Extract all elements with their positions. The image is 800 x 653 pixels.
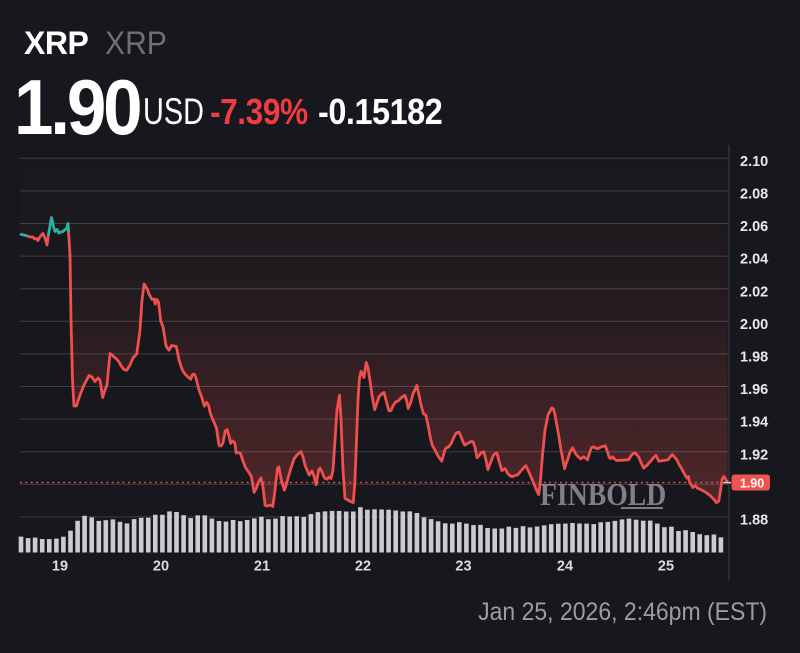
svg-text:2.00: 2.00 <box>740 317 768 333</box>
svg-text:22: 22 <box>355 559 371 575</box>
svg-text:1.90: 1.90 <box>740 476 764 490</box>
svg-text:2.06: 2.06 <box>740 219 768 235</box>
svg-text:25: 25 <box>658 559 674 575</box>
svg-text:20: 20 <box>153 559 169 575</box>
svg-text:1.92: 1.92 <box>740 447 768 463</box>
svg-text:2.08: 2.08 <box>740 187 768 203</box>
svg-text:1.96: 1.96 <box>740 382 768 398</box>
svg-text:1.88: 1.88 <box>740 513 768 529</box>
svg-text:23: 23 <box>455 559 471 575</box>
svg-text:19: 19 <box>52 559 68 575</box>
svg-text:2.04: 2.04 <box>740 252 768 268</box>
svg-text:1.98: 1.98 <box>740 350 768 366</box>
svg-text:1.94: 1.94 <box>740 415 768 431</box>
svg-text:2.10: 2.10 <box>740 154 768 170</box>
svg-text:24: 24 <box>557 559 573 575</box>
svg-text:21: 21 <box>254 559 270 575</box>
svg-text:2.02: 2.02 <box>740 284 768 300</box>
